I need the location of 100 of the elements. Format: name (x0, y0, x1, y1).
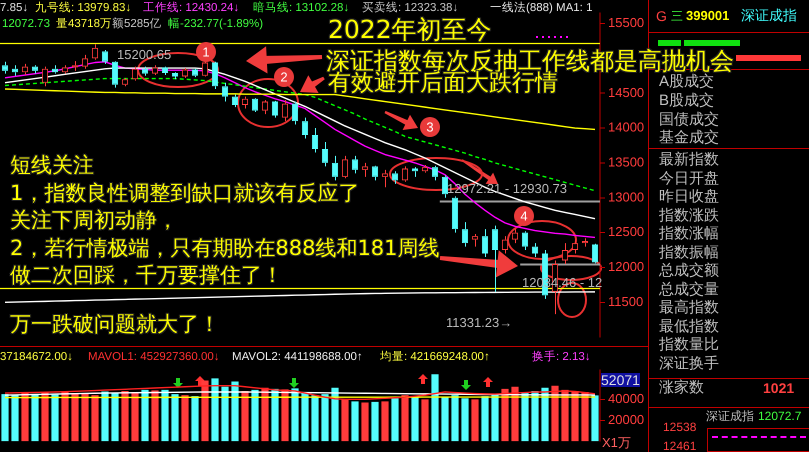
annotation: 1，指数良性调整到缺口就该有反应了 (10, 181, 360, 205)
bar (101, 391, 109, 442)
candlestick (432, 165, 438, 181)
annotation: 1 (202, 44, 210, 60)
bar (471, 399, 479, 442)
bar (111, 393, 119, 442)
text: 1021 (763, 380, 794, 396)
annotation: 短线关注 (10, 153, 94, 177)
bar (21, 393, 29, 442)
y-tick-label: 20000 (608, 412, 644, 427)
annotation: 暗马线: 13102.28↓ (253, 2, 350, 14)
text: 总成交额 (659, 262, 719, 279)
candlestick (352, 155, 358, 174)
bar (201, 380, 209, 442)
text: 最新指数 (659, 151, 719, 168)
bar (151, 390, 159, 442)
y-tick-label: 13500 (608, 154, 644, 170)
bar (431, 374, 439, 442)
bar (41, 392, 49, 442)
bar (381, 401, 389, 442)
text: 三 (671, 9, 683, 23)
candlestick (332, 155, 338, 181)
bar (321, 394, 329, 442)
bar (191, 396, 199, 442)
candlestick (412, 166, 418, 178)
y-tick-label: 13000 (608, 189, 644, 204)
candlestick (112, 62, 118, 88)
annotation: 额5285亿 (112, 18, 162, 30)
candlestick (532, 242, 538, 258)
candlestick (282, 100, 288, 122)
annotation: 关注下周初动静， (10, 208, 178, 232)
bar (351, 401, 359, 442)
annotation: 2，若行情极端，只有期盼在888线和181周线 (10, 236, 440, 260)
bar (11, 395, 19, 442)
bar (171, 394, 179, 442)
bar (451, 395, 459, 442)
annotation: 12072.73 (2, 18, 50, 30)
annotation: 11331.23→ (446, 315, 512, 330)
annotation: 15200.65 (117, 46, 172, 62)
candlestick (372, 166, 378, 181)
bar (371, 402, 379, 442)
text: 指数量比 (659, 336, 719, 353)
text: 深证换手 (659, 354, 719, 372)
candlestick (132, 66, 138, 82)
text: 总成交量 (659, 280, 719, 298)
text: 最高指数 (659, 299, 719, 316)
candlestick (342, 155, 348, 179)
candlestick (362, 162, 368, 178)
bar (551, 386, 559, 442)
annotation: 7.85↓ (0, 2, 28, 14)
bar (51, 394, 59, 442)
candlestick (42, 66, 48, 87)
bar (181, 395, 189, 442)
text: 国债成交 (659, 111, 719, 128)
candlestick (222, 82, 228, 102)
candlestick (482, 228, 488, 258)
candlestick (492, 225, 498, 292)
candlestick (102, 49, 108, 64)
bar (401, 395, 409, 442)
bar (481, 396, 489, 442)
candlestick (462, 222, 468, 248)
candlestick (252, 98, 258, 113)
y-tick-label: 15500 (608, 15, 644, 30)
y-tick-label: 40000 (608, 390, 644, 406)
text: 12461 (663, 439, 696, 452)
bar (391, 398, 399, 442)
annotation: 2 (280, 70, 288, 84)
bar (71, 394, 79, 442)
text: X1万 (602, 435, 631, 450)
text: MAVOL1: 452927360.00↓ (88, 351, 220, 364)
bar (341, 399, 349, 442)
candlestick (452, 196, 458, 234)
bar (361, 402, 369, 442)
bar (81, 393, 89, 442)
annotation: 4 (520, 208, 528, 224)
text: 均量: 421669248.00↑ (380, 351, 490, 364)
annotation: 量43718万 (56, 18, 112, 30)
annotation: 买卖线: 12323.38↓ (362, 2, 458, 14)
text: 指数涨跌 (659, 206, 719, 224)
text: 指数涨幅 (659, 225, 719, 242)
text: 昨日收盘 (659, 188, 719, 205)
y-tick-label: 11500 (608, 294, 644, 309)
candlestick (232, 94, 238, 108)
text: 12538 (663, 420, 696, 434)
bar (411, 396, 419, 442)
annotation: 做二次回踩，千万要撑住了！ (10, 263, 283, 287)
candlestick (502, 236, 508, 254)
candlestick (272, 102, 278, 118)
bar (131, 392, 139, 442)
y-tick-label: 14000 (608, 120, 644, 135)
candlestick (302, 117, 308, 139)
text: 52071 (601, 372, 640, 388)
text: MAVOL2: 441198688.00↑ (232, 351, 363, 364)
text: 37184672.00↓ (0, 351, 73, 364)
text: 深证成指 (706, 409, 754, 423)
candlestick (52, 64, 58, 74)
bar (141, 390, 149, 442)
candlestick (382, 169, 388, 188)
annotation: 幅-232.77(-1.89%) (168, 18, 264, 30)
annotation: 一线法(888) MA1: 1 (490, 2, 592, 14)
